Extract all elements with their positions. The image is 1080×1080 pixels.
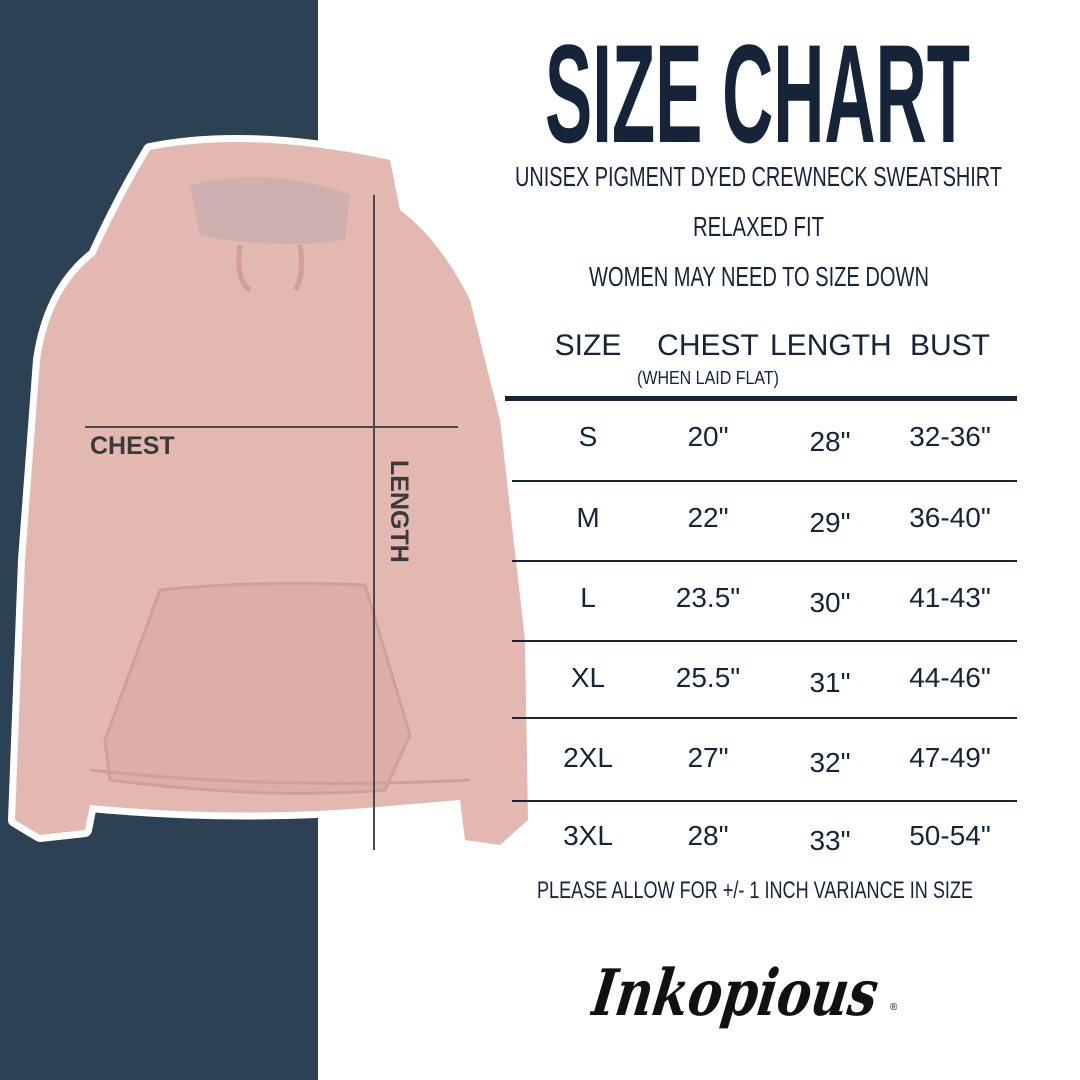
header-size: SIZE: [554, 329, 622, 362]
header-divider: [505, 396, 1017, 401]
row-divider: [512, 717, 1017, 719]
svg-text:RELAXED FIT: RELAXED FIT: [693, 211, 824, 242]
cell-bust: 32-36": [909, 421, 991, 452]
svg-text:(WHEN LAID FLAT): (WHEN LAID FLAT): [637, 368, 779, 388]
row-divider: [512, 640, 1017, 642]
svg-text:UNISEX PIGMENT DYED CREWNECK S: UNISEX PIGMENT DYED CREWNECK SWEATSHIRT: [515, 161, 1002, 192]
inkopious-logo: Inkopious ®: [590, 956, 898, 1031]
cell-chest: 27": [687, 742, 729, 773]
cell-bust: 47-49": [909, 742, 991, 773]
svg-text:PLEASE ALLOW FOR +/- 1 INCH VA: PLEASE ALLOW FOR +/- 1 INCH VARIANCE IN …: [537, 877, 973, 904]
cell-bust: 50-54": [909, 820, 991, 851]
cell-bust: 41-43": [909, 582, 991, 613]
cell-size: L: [580, 582, 596, 613]
cell-length: 30": [809, 587, 851, 618]
svg-text:Inkopious: Inkopious: [590, 956, 883, 1031]
page-title: SIZE CHART: [545, 30, 970, 150]
cell-length: 31": [809, 667, 851, 698]
cell-bust: 44-46": [909, 662, 991, 693]
subtitle-sizing-note: WOMEN MAY NEED TO SIZE DOWN: [589, 261, 929, 292]
cell-length: 29": [809, 507, 851, 538]
chest-label: CHEST: [90, 432, 175, 460]
cell-chest: 25.5": [675, 662, 741, 693]
cell-size: 3XL: [563, 820, 613, 851]
variance-footnote: PLEASE ALLOW FOR +/- 1 INCH VARIANCE IN …: [537, 877, 973, 904]
cell-size: 2XL: [563, 742, 613, 773]
subtitle-fit: RELAXED FIT: [693, 211, 824, 242]
cell-size: S: [578, 421, 598, 452]
svg-text:SIZE CHART: SIZE CHART: [545, 30, 970, 150]
header-length: LENGTH: [770, 329, 892, 362]
cell-chest: 28": [687, 820, 729, 851]
header-bust: BUST: [909, 329, 990, 362]
row-divider: [512, 480, 1017, 482]
cell-size: M: [576, 502, 600, 533]
length-label: LENGTH: [385, 460, 413, 563]
cell-length: 32": [809, 747, 851, 778]
row-divider: [512, 800, 1017, 802]
hoodie-image: [15, 142, 528, 850]
cell-length: 33": [809, 825, 851, 856]
svg-text:®: ®: [890, 1002, 898, 1013]
cell-bust: 36-40": [909, 502, 991, 533]
cell-chest: 23.5": [675, 582, 741, 613]
subtitle-product: UNISEX PIGMENT DYED CREWNECK SWEATSHIRT: [515, 161, 1002, 192]
svg-text:WOMEN MAY NEED TO SIZE DOWN: WOMEN MAY NEED TO SIZE DOWN: [589, 261, 929, 292]
cell-size: XL: [570, 662, 606, 693]
row-divider: [512, 560, 1017, 562]
cell-chest: 22": [687, 502, 729, 533]
chest-note: (WHEN LAID FLAT): [637, 368, 779, 388]
cell-length: 28": [809, 426, 851, 457]
cell-chest: 20": [687, 421, 729, 452]
header-chest: CHEST: [657, 329, 759, 362]
